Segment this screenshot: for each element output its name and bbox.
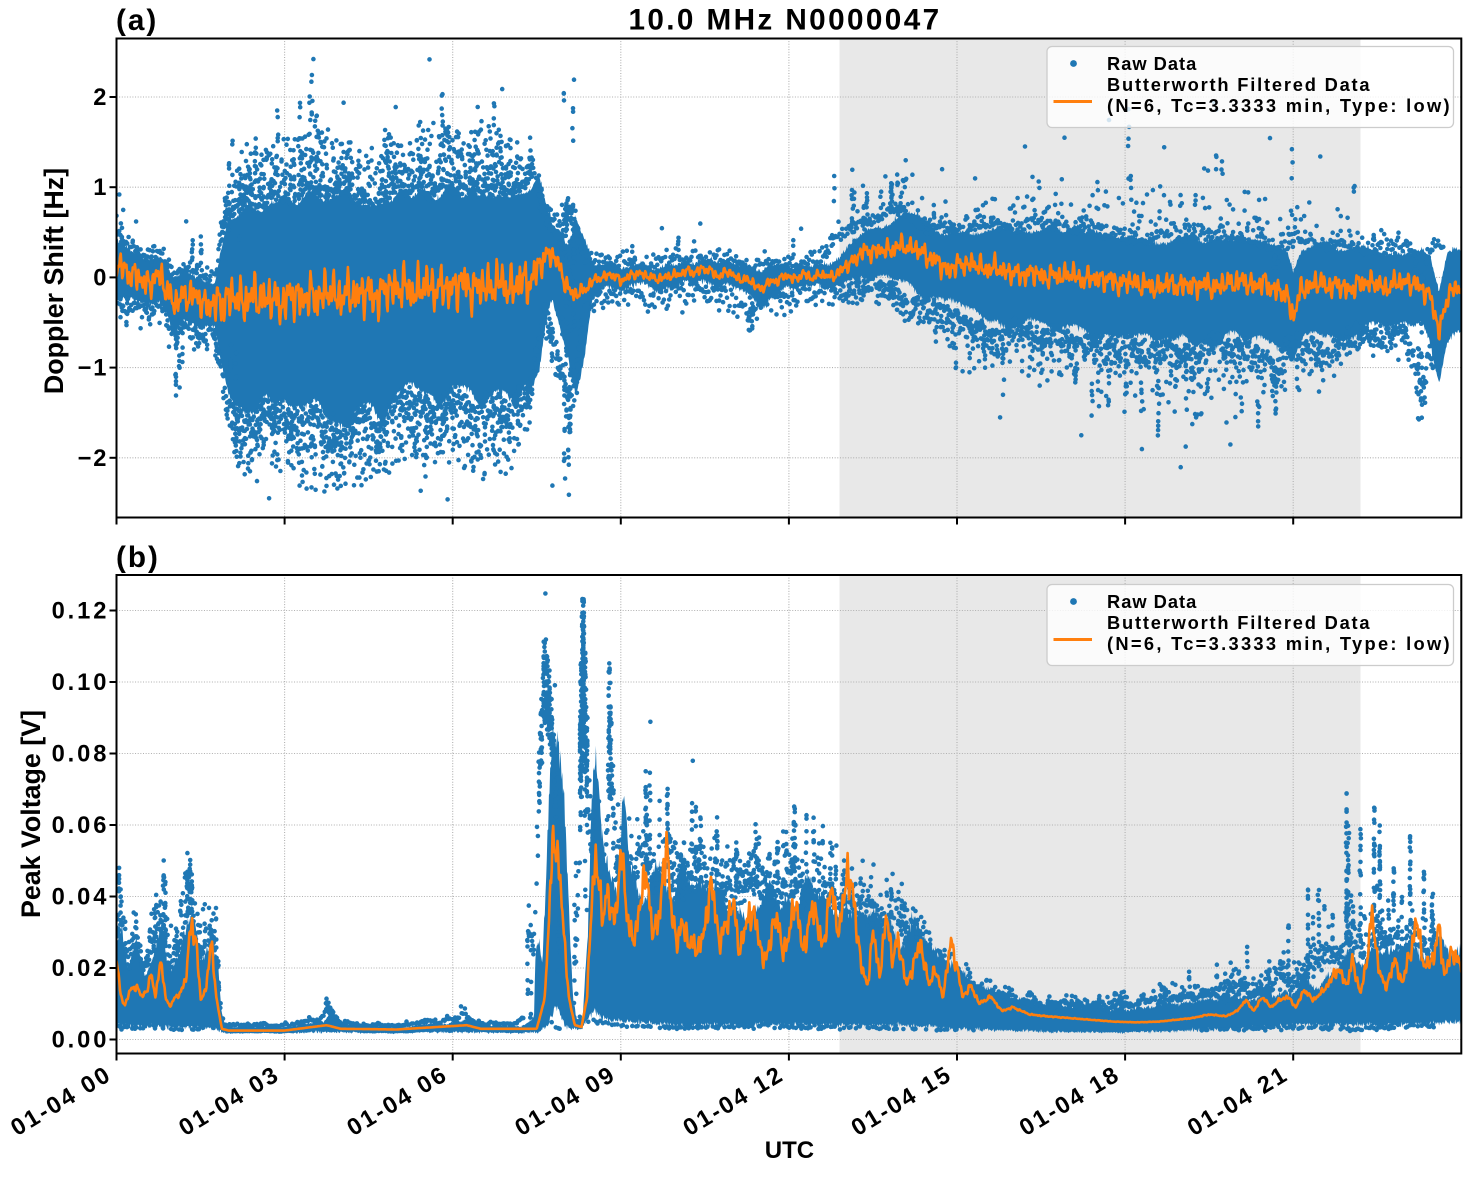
- svg-text:UTC: UTC: [765, 1137, 814, 1164]
- svg-text:−1: −1: [78, 356, 108, 382]
- svg-text:0.08: 0.08: [52, 742, 110, 768]
- svg-text:(b): (b): [116, 541, 160, 574]
- svg-text:(N=6, Tc=3.3333 min, Type: low: (N=6, Tc=3.3333 min, Type: low): [1107, 633, 1452, 654]
- svg-text:−2: −2: [78, 446, 108, 472]
- svg-text:2: 2: [93, 85, 108, 111]
- svg-text:(a): (a): [116, 4, 158, 37]
- svg-text:1: 1: [93, 175, 108, 201]
- svg-text:0.02: 0.02: [52, 956, 110, 982]
- svg-text:0.00: 0.00: [52, 1028, 110, 1054]
- svg-text:Peak Voltage [V]: Peak Voltage [V]: [16, 710, 46, 918]
- svg-text:Butterworth Filtered Data: Butterworth Filtered Data: [1107, 74, 1371, 95]
- svg-text:0.12: 0.12: [52, 599, 110, 625]
- svg-text:Raw Data: Raw Data: [1107, 591, 1197, 612]
- svg-text:0.10: 0.10: [52, 670, 110, 696]
- svg-text:10.0 MHz N0000047: 10.0 MHz N0000047: [628, 4, 941, 37]
- svg-text:Butterworth Filtered Data: Butterworth Filtered Data: [1107, 612, 1371, 633]
- svg-text:Raw Data: Raw Data: [1107, 53, 1197, 74]
- svg-text:0: 0: [93, 265, 108, 291]
- svg-text:(N=6, Tc=3.3333 min, Type: low: (N=6, Tc=3.3333 min, Type: low): [1107, 95, 1452, 116]
- svg-text:Doppler Shift [Hz]: Doppler Shift [Hz]: [39, 168, 69, 394]
- svg-text:0.06: 0.06: [52, 813, 110, 839]
- svg-text:0.04: 0.04: [52, 885, 110, 911]
